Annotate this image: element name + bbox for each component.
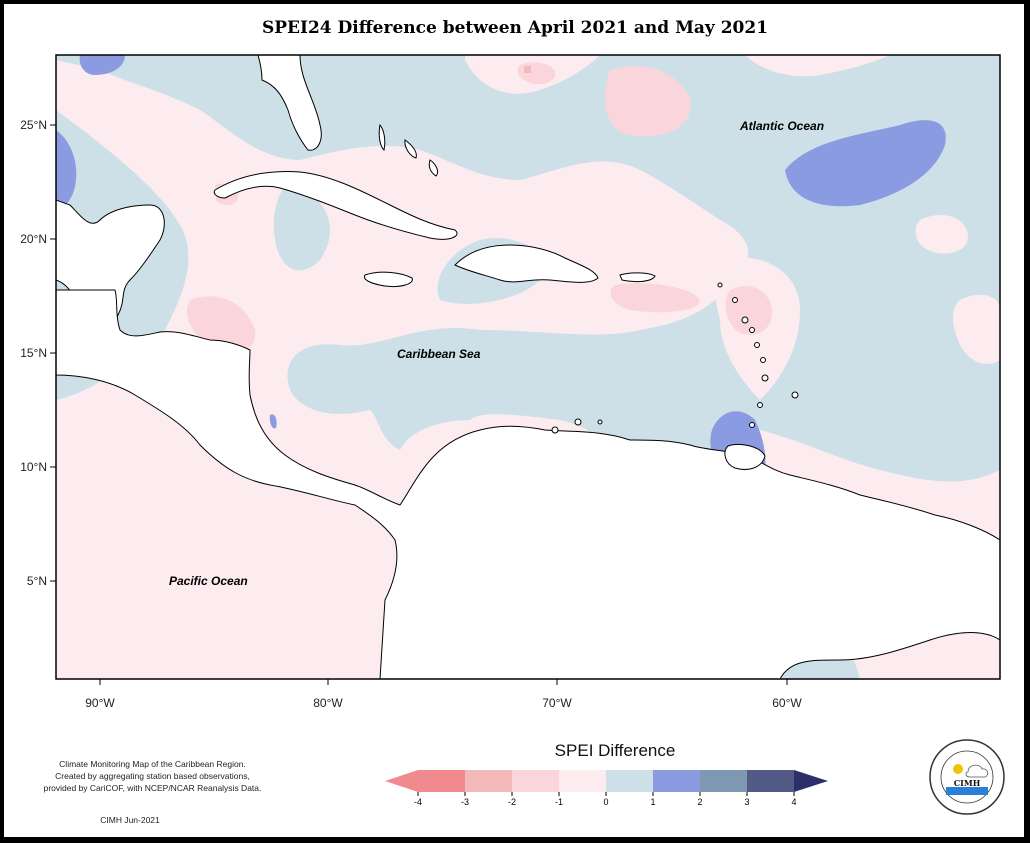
legend-tick-0: 0 <box>603 797 608 807</box>
field-positive-atlantic <box>785 120 946 207</box>
island-4 <box>749 327 755 333</box>
label-atlantic-ocean: Atlantic Ocean <box>739 119 824 133</box>
field-negative-northeast <box>605 66 691 137</box>
legend-tick-1: 1 <box>650 797 655 807</box>
island-1 <box>717 282 723 288</box>
legend-tick-marks <box>417 792 795 796</box>
footer-note-line2: Created by aggregating station based obs… <box>55 771 250 781</box>
land-puerto-rico <box>619 272 656 283</box>
field-negative-far-east <box>953 294 1000 364</box>
land-hispaniola <box>454 244 599 283</box>
legend-tick-neg3: -3 <box>461 797 469 807</box>
logo-sun-icon <box>953 764 963 774</box>
legend-tick-3: 3 <box>744 797 749 807</box>
lon-tick-marks <box>99 679 788 685</box>
island-bonaire <box>597 419 603 425</box>
island-9 <box>749 422 755 428</box>
lon-tick-60: 60°W <box>772 696 802 710</box>
legend-swatch-4 <box>512 770 559 792</box>
field-negative-spot-north-core <box>524 66 531 73</box>
legend-title: SPEI Difference <box>554 741 676 760</box>
island-curacao <box>574 418 582 426</box>
lat-tick-5: 5°N <box>27 574 47 588</box>
legend-swatch-2b <box>418 770 465 792</box>
lat-tick-20: 20°N <box>20 232 47 246</box>
legend-swatch-1 <box>385 770 418 792</box>
field-negative-island-east <box>915 215 969 254</box>
lon-tick-70: 70°W <box>542 696 572 710</box>
cimh-logo: CIMH <box>929 739 1005 815</box>
lat-tick-15: 15°N <box>20 346 47 360</box>
logo-cloud-icon <box>965 764 989 778</box>
field-positive-patch-1 <box>273 180 330 271</box>
map-title: SPEI24 Difference between April 2021 and… <box>261 18 769 38</box>
legend-swatch-6 <box>606 770 653 792</box>
map-border <box>55 54 1001 680</box>
logo-water-icon <box>946 787 988 795</box>
footer-credit: CIMH Jun-2021 <box>100 815 160 825</box>
legend-tick-4: 4 <box>791 797 796 807</box>
legend-swatch-3 <box>465 770 512 792</box>
lon-tick-80: 80°W <box>313 696 343 710</box>
field-positive-gulf <box>56 130 77 210</box>
island-barbados <box>791 391 799 399</box>
legend-colorbar <box>385 770 828 792</box>
island-7 <box>761 374 769 382</box>
island-aruba <box>551 426 559 434</box>
legend-swatch-5 <box>559 770 606 792</box>
land-trinidad <box>724 443 766 470</box>
footer-note-line1: Climate Monitoring Map of the Caribbean … <box>59 759 246 769</box>
legend-tick-neg1: -1 <box>555 797 563 807</box>
lesser-antilles <box>551 282 799 434</box>
field-negative-prico <box>610 283 700 313</box>
lat-tick-25: 25°N <box>20 118 47 132</box>
island-8 <box>757 402 763 408</box>
lat-tick-10: 10°N <box>20 460 47 474</box>
island-6 <box>760 357 766 363</box>
legend-tick-neg4: -4 <box>414 797 422 807</box>
legend-tick-neg2: -2 <box>508 797 516 807</box>
land-bahamas-3 <box>428 159 439 177</box>
field-positive-northwest <box>79 55 125 75</box>
land-bahamas-1 <box>378 123 386 152</box>
lat-tick-marks <box>50 124 56 582</box>
land-cuba <box>213 171 458 240</box>
field-positive-spot-nicaragua <box>269 414 277 429</box>
coastlines <box>56 55 1000 679</box>
legend-tick-2: 2 <box>697 797 702 807</box>
logo-abbr: CIMH <box>954 778 981 788</box>
island-2 <box>732 297 738 303</box>
field-negative-top <box>745 55 890 77</box>
footer-note-line3: provided by CariCOF, with NCEP/NCAR Rean… <box>43 783 262 793</box>
legend-swatch-10 <box>794 770 828 792</box>
label-caribbean-sea: Caribbean Sea <box>397 347 481 361</box>
land-jamaica <box>363 271 413 287</box>
island-3 <box>741 316 749 324</box>
land-bahamas-2 <box>404 139 417 159</box>
land-florida <box>257 55 322 151</box>
legend-swatch-9 <box>747 770 794 792</box>
label-pacific-ocean: Pacific Ocean <box>169 574 248 588</box>
legend-swatch-8 <box>700 770 747 792</box>
lon-tick-90: 90°W <box>85 696 115 710</box>
legend-swatch-7 <box>653 770 700 792</box>
island-5 <box>754 342 760 348</box>
